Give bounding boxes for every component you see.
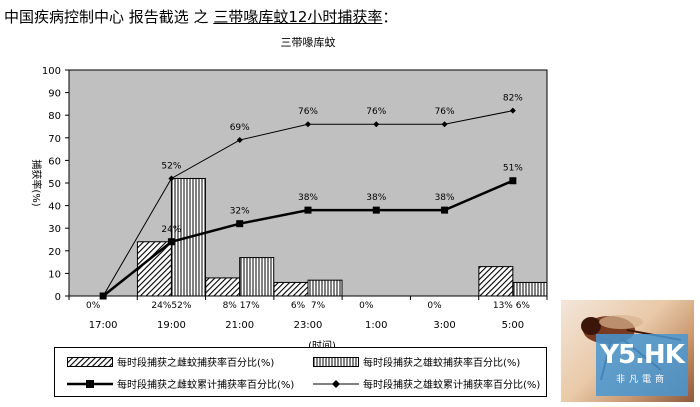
- bar: [136, 241, 172, 297]
- line-marker: [236, 137, 243, 144]
- bar-label: 8%: [223, 301, 238, 311]
- x-tick-label: 21:00: [225, 320, 254, 331]
- y-tick-label: 20: [48, 247, 61, 258]
- mosquito-photo: Y5.HK 非凡電商: [561, 300, 694, 402]
- bar: [307, 279, 343, 297]
- y-tick-label: 80: [48, 111, 61, 122]
- y-tick-label: 60: [48, 156, 61, 167]
- legend-swatch-thick-line: [67, 379, 113, 388]
- legend-swatch-thin-line: [313, 379, 359, 388]
- line-label: 51%: [503, 164, 523, 174]
- legend-item-male-bar: 每时段捕获之雄蚊捕获率百分比(%): [313, 354, 520, 369]
- line-label: 38%: [435, 193, 455, 203]
- line-marker: [373, 121, 380, 128]
- bar-label: 0%: [427, 301, 442, 311]
- site-watermark: Y5.HK 非凡電商: [596, 334, 688, 396]
- legend-swatch-diagonal: [67, 356, 113, 367]
- bar-label: 52%: [171, 301, 191, 311]
- line-marker: [441, 121, 448, 128]
- legend-item-male-line: 每时段捕获之雄蚊累计捕获率百分比(%): [313, 376, 540, 391]
- line-marker: [509, 177, 517, 185]
- x-tick-label: 1:00: [365, 320, 387, 331]
- bar-label: 13%: [493, 301, 513, 311]
- bar-label: 0%: [359, 301, 374, 311]
- watermark-logo: Y5.HK: [600, 340, 685, 370]
- line-label: 24%: [161, 225, 181, 235]
- bar: [478, 266, 514, 297]
- y-tick-label: 100: [42, 66, 61, 77]
- x-tick-label: 17:00: [89, 320, 118, 331]
- heading-underlined: 三带喙库蚊12小时捕获率: [213, 8, 383, 26]
- chart-legend: 每时段捕获之雌蚊捕获率百分比(%) 每时段捕获之雄蚊捕获率百分比(%) 每时段捕…: [54, 347, 547, 397]
- legend-label: 每时段捕获之雄蚊累计捕获率百分比(%): [363, 380, 541, 391]
- x-tick-label: 23:00: [294, 320, 323, 331]
- watermark-subtitle: 非凡電商: [615, 375, 668, 385]
- line-label: 82%: [503, 94, 523, 104]
- x-tick-label: 5:00: [502, 320, 524, 331]
- line-label: 38%: [298, 193, 318, 203]
- bar-label: 24%: [151, 301, 171, 311]
- line-marker: [305, 121, 311, 128]
- legend-item-female-line: 每时段捕获之雌蚊累计捕获率百分比(%): [67, 376, 294, 391]
- line-marker: [167, 238, 175, 246]
- legend-label: 每时段捕获之雌蚊累计捕获率百分比(%): [117, 380, 295, 391]
- line-label: 38%: [366, 193, 386, 203]
- bar-label: 0%: [86, 301, 101, 311]
- y-tick-label: 0: [55, 292, 61, 303]
- line-label: 76%: [435, 107, 455, 117]
- bar-label: 6%: [291, 301, 306, 311]
- legend-item-female-bar: 每时段捕获之雌蚊捕获率百分比(%): [67, 354, 274, 369]
- line-marker: [372, 206, 380, 214]
- line-label: 76%: [298, 107, 318, 117]
- x-tick-label: 19:00: [157, 320, 186, 331]
- bar-label: 6%: [516, 301, 531, 311]
- y-tick-label: 50: [48, 179, 61, 190]
- bar: [512, 281, 548, 297]
- y-tick-label: 30: [48, 224, 61, 235]
- line-label: 32%: [230, 207, 250, 217]
- chart-title: 三带喙库蚊: [281, 35, 336, 49]
- y-tick-label: 70: [48, 134, 61, 145]
- heading-prefix: 中国疾病控制中心 报告截选 之: [4, 8, 214, 26]
- line-marker: [236, 220, 244, 228]
- bar-label: 17%: [240, 301, 260, 311]
- bar: [273, 281, 309, 297]
- y-tick-label: 90: [48, 89, 61, 100]
- heading-suffix: ：: [382, 8, 398, 26]
- legend-label: 每时段捕获之雌蚊捕获率百分比(%): [117, 358, 275, 369]
- bar: [205, 277, 241, 297]
- legend-label: 每时段捕获之雄蚊捕获率百分比(%): [363, 358, 521, 369]
- line-label: 69%: [230, 123, 250, 133]
- line-label: 52%: [161, 161, 181, 171]
- legend-swatch-vertical: [313, 356, 359, 367]
- y-tick-label: 10: [48, 269, 61, 280]
- line-label: 76%: [366, 107, 386, 117]
- x-tick-label: 3:00: [433, 320, 455, 331]
- line-marker: [509, 107, 516, 114]
- bar-label: 7%: [311, 301, 326, 311]
- line-marker: [168, 175, 175, 182]
- line-marker: [100, 293, 107, 299]
- report-heading: 中国疾病控制中心 报告截选 之 三带喙库蚊12小时捕获率：: [4, 6, 397, 27]
- line-marker: [441, 206, 449, 214]
- y-tick-label: 40: [48, 202, 61, 213]
- y-axis-label: 捕获率(%): [30, 159, 43, 206]
- bar: [170, 177, 206, 297]
- line-marker: [304, 206, 312, 214]
- bar: [239, 257, 275, 297]
